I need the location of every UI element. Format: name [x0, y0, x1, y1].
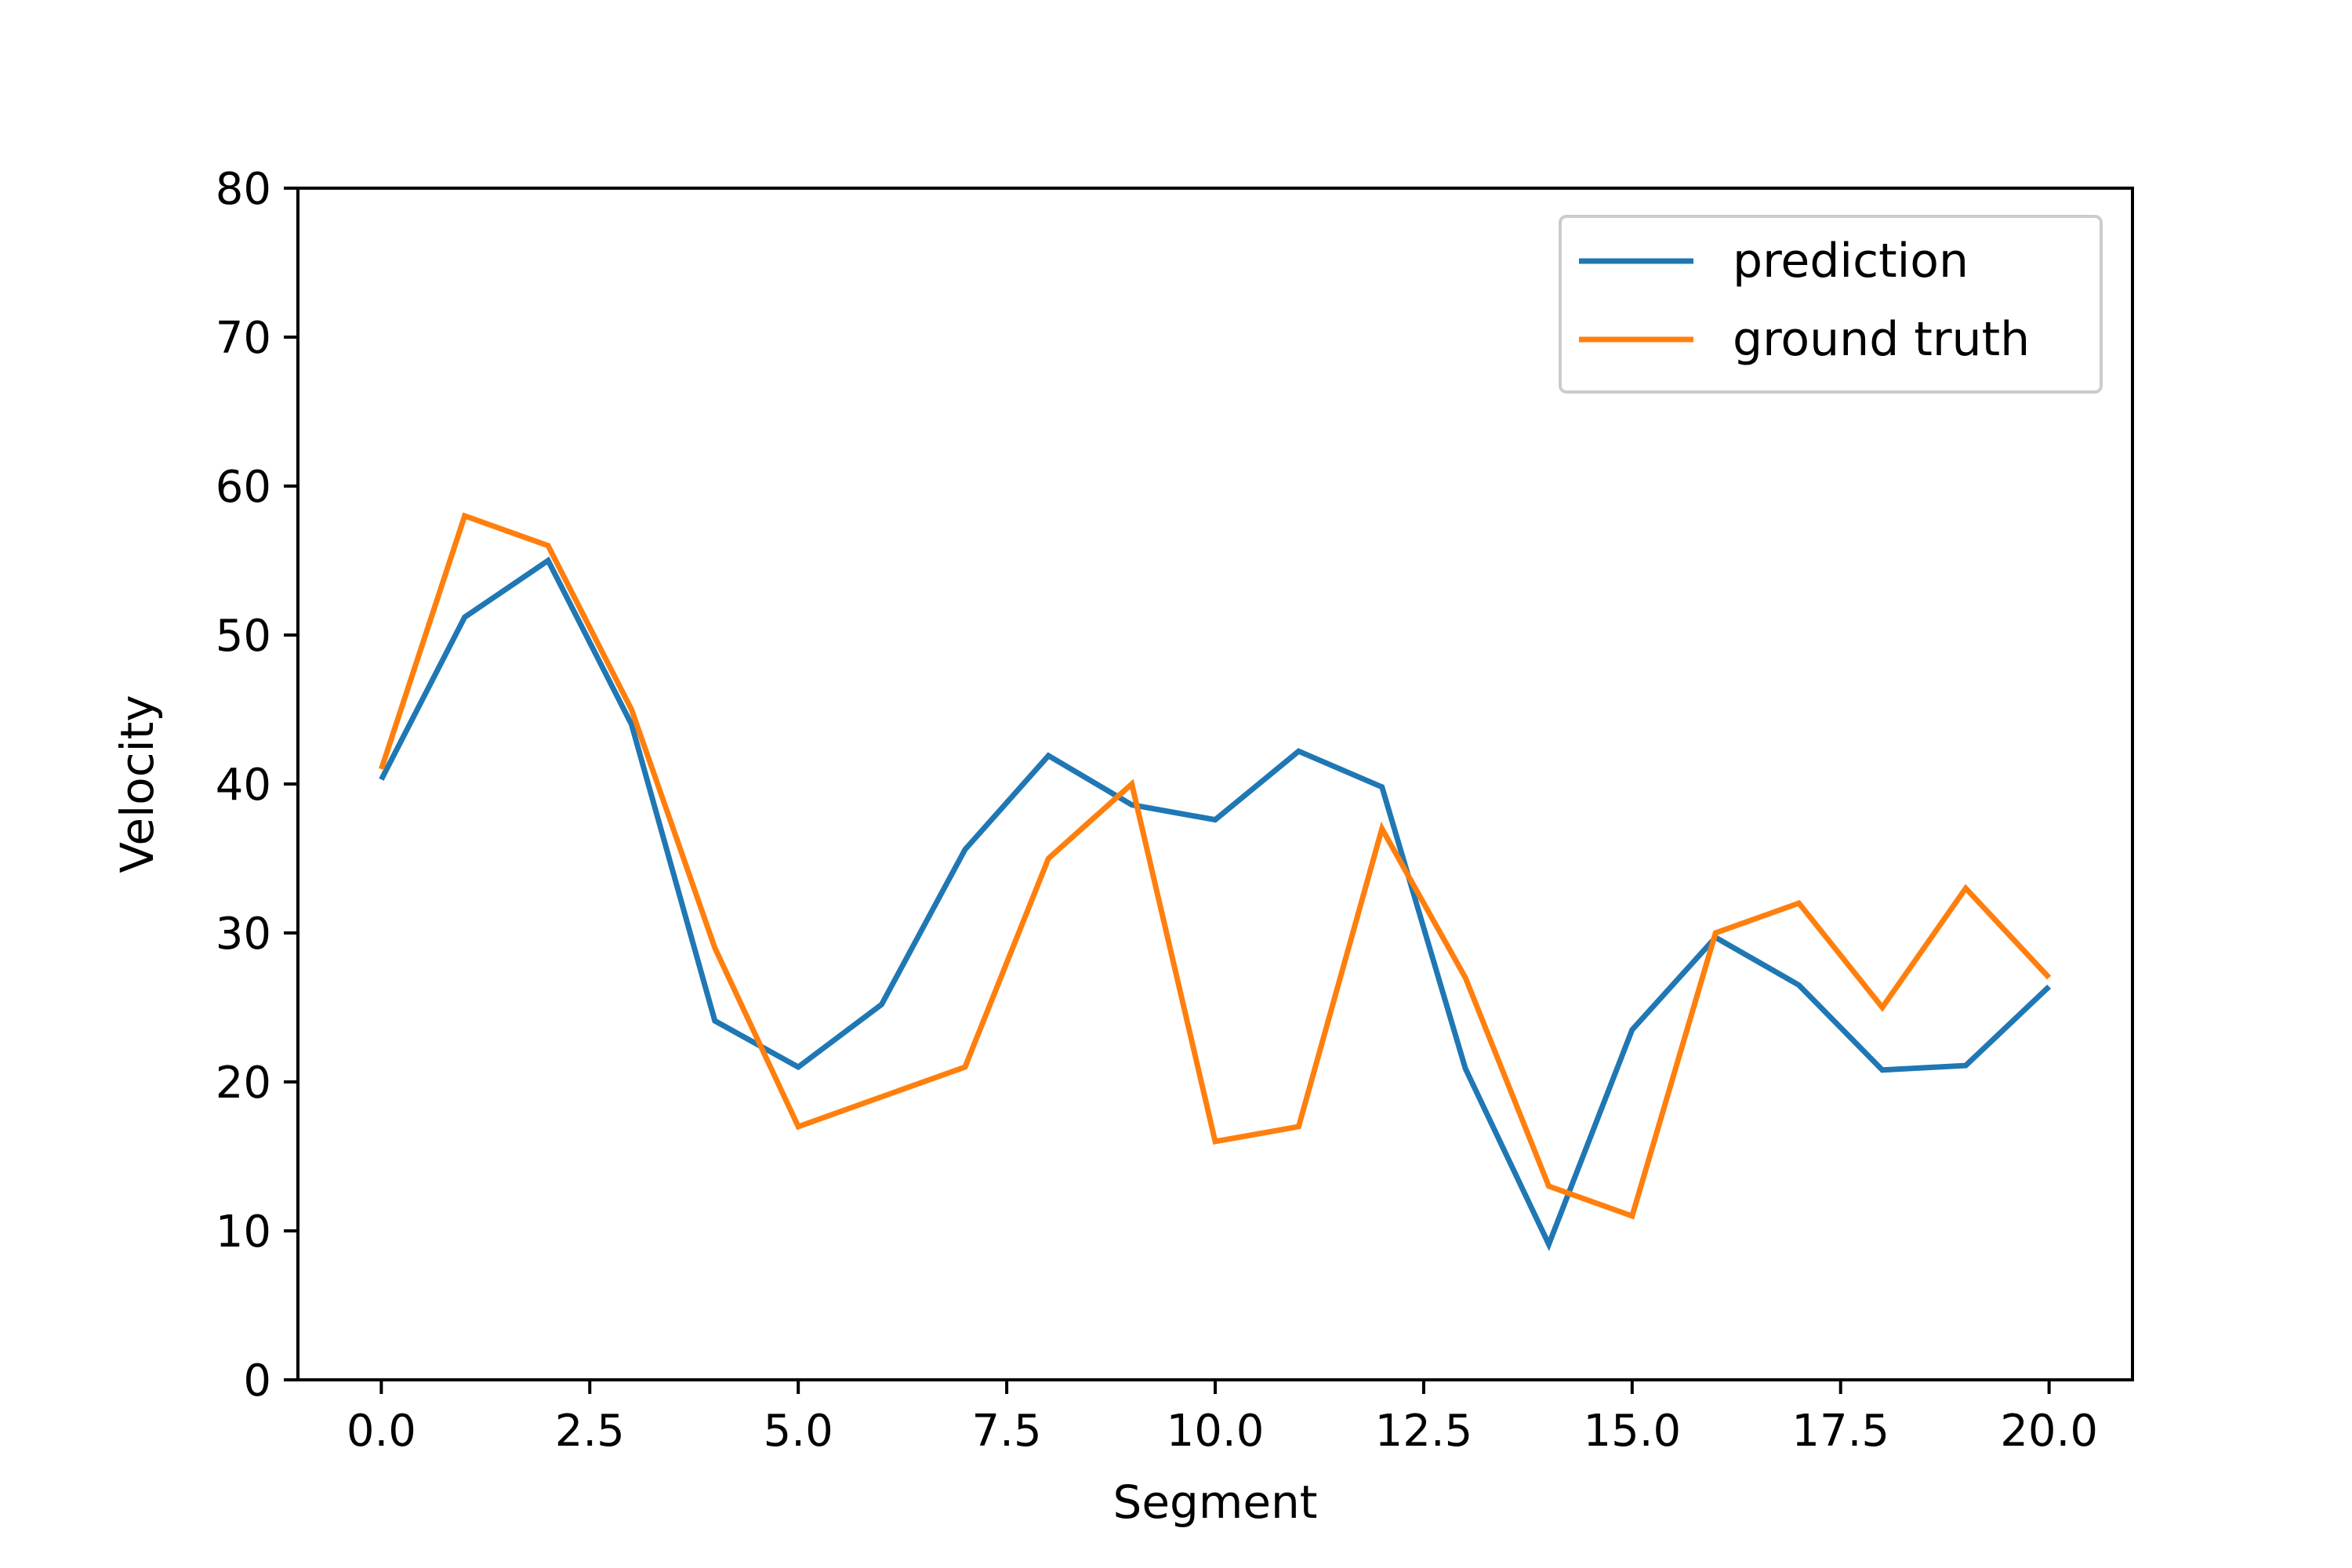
- x-tick-label: 15.0: [1583, 1406, 1681, 1457]
- x-axis-title: Segment: [1113, 1475, 1318, 1529]
- y-tick-label: 40: [216, 760, 271, 811]
- legend-label-0: prediction: [1733, 234, 1969, 289]
- x-tick-label: 17.5: [1791, 1406, 1889, 1457]
- x-tick-label: 5.0: [764, 1406, 833, 1457]
- x-tick-label: 7.5: [972, 1406, 1042, 1457]
- legend-label-1: ground truth: [1733, 312, 2030, 367]
- y-tick-label: 20: [216, 1058, 271, 1109]
- y-tick-label: 70: [216, 313, 271, 364]
- legend-box: [1559, 215, 2103, 394]
- y-axis-title: Velocity: [111, 695, 164, 873]
- y-tick-label: 0: [243, 1356, 271, 1406]
- series-layer: [379, 512, 2052, 1251]
- y-axis: 0 10 20 30 40 50 60 70 80: [216, 164, 298, 1406]
- series-line-1: [379, 512, 2052, 1220]
- y-tick-label: 10: [216, 1207, 271, 1258]
- legend: prediction ground truth: [1559, 215, 2103, 394]
- x-tick-label: 12.5: [1375, 1406, 1473, 1457]
- x-axis: 0.0 2.5 5.0 7.5 10.0 12.5 15.0 17.5 20.0: [347, 1380, 2098, 1457]
- x-tick-label: 0.0: [347, 1406, 416, 1457]
- y-tick-label: 80: [216, 164, 271, 215]
- x-tick-label: 2.5: [555, 1406, 625, 1457]
- x-tick-label: 10.0: [1167, 1406, 1265, 1457]
- y-tick-label: 30: [216, 909, 271, 960]
- x-tick-label: 20.0: [2000, 1406, 2098, 1457]
- y-tick-label: 50: [216, 611, 271, 662]
- y-tick-label: 60: [216, 462, 271, 513]
- series-line-0: [379, 556, 2052, 1251]
